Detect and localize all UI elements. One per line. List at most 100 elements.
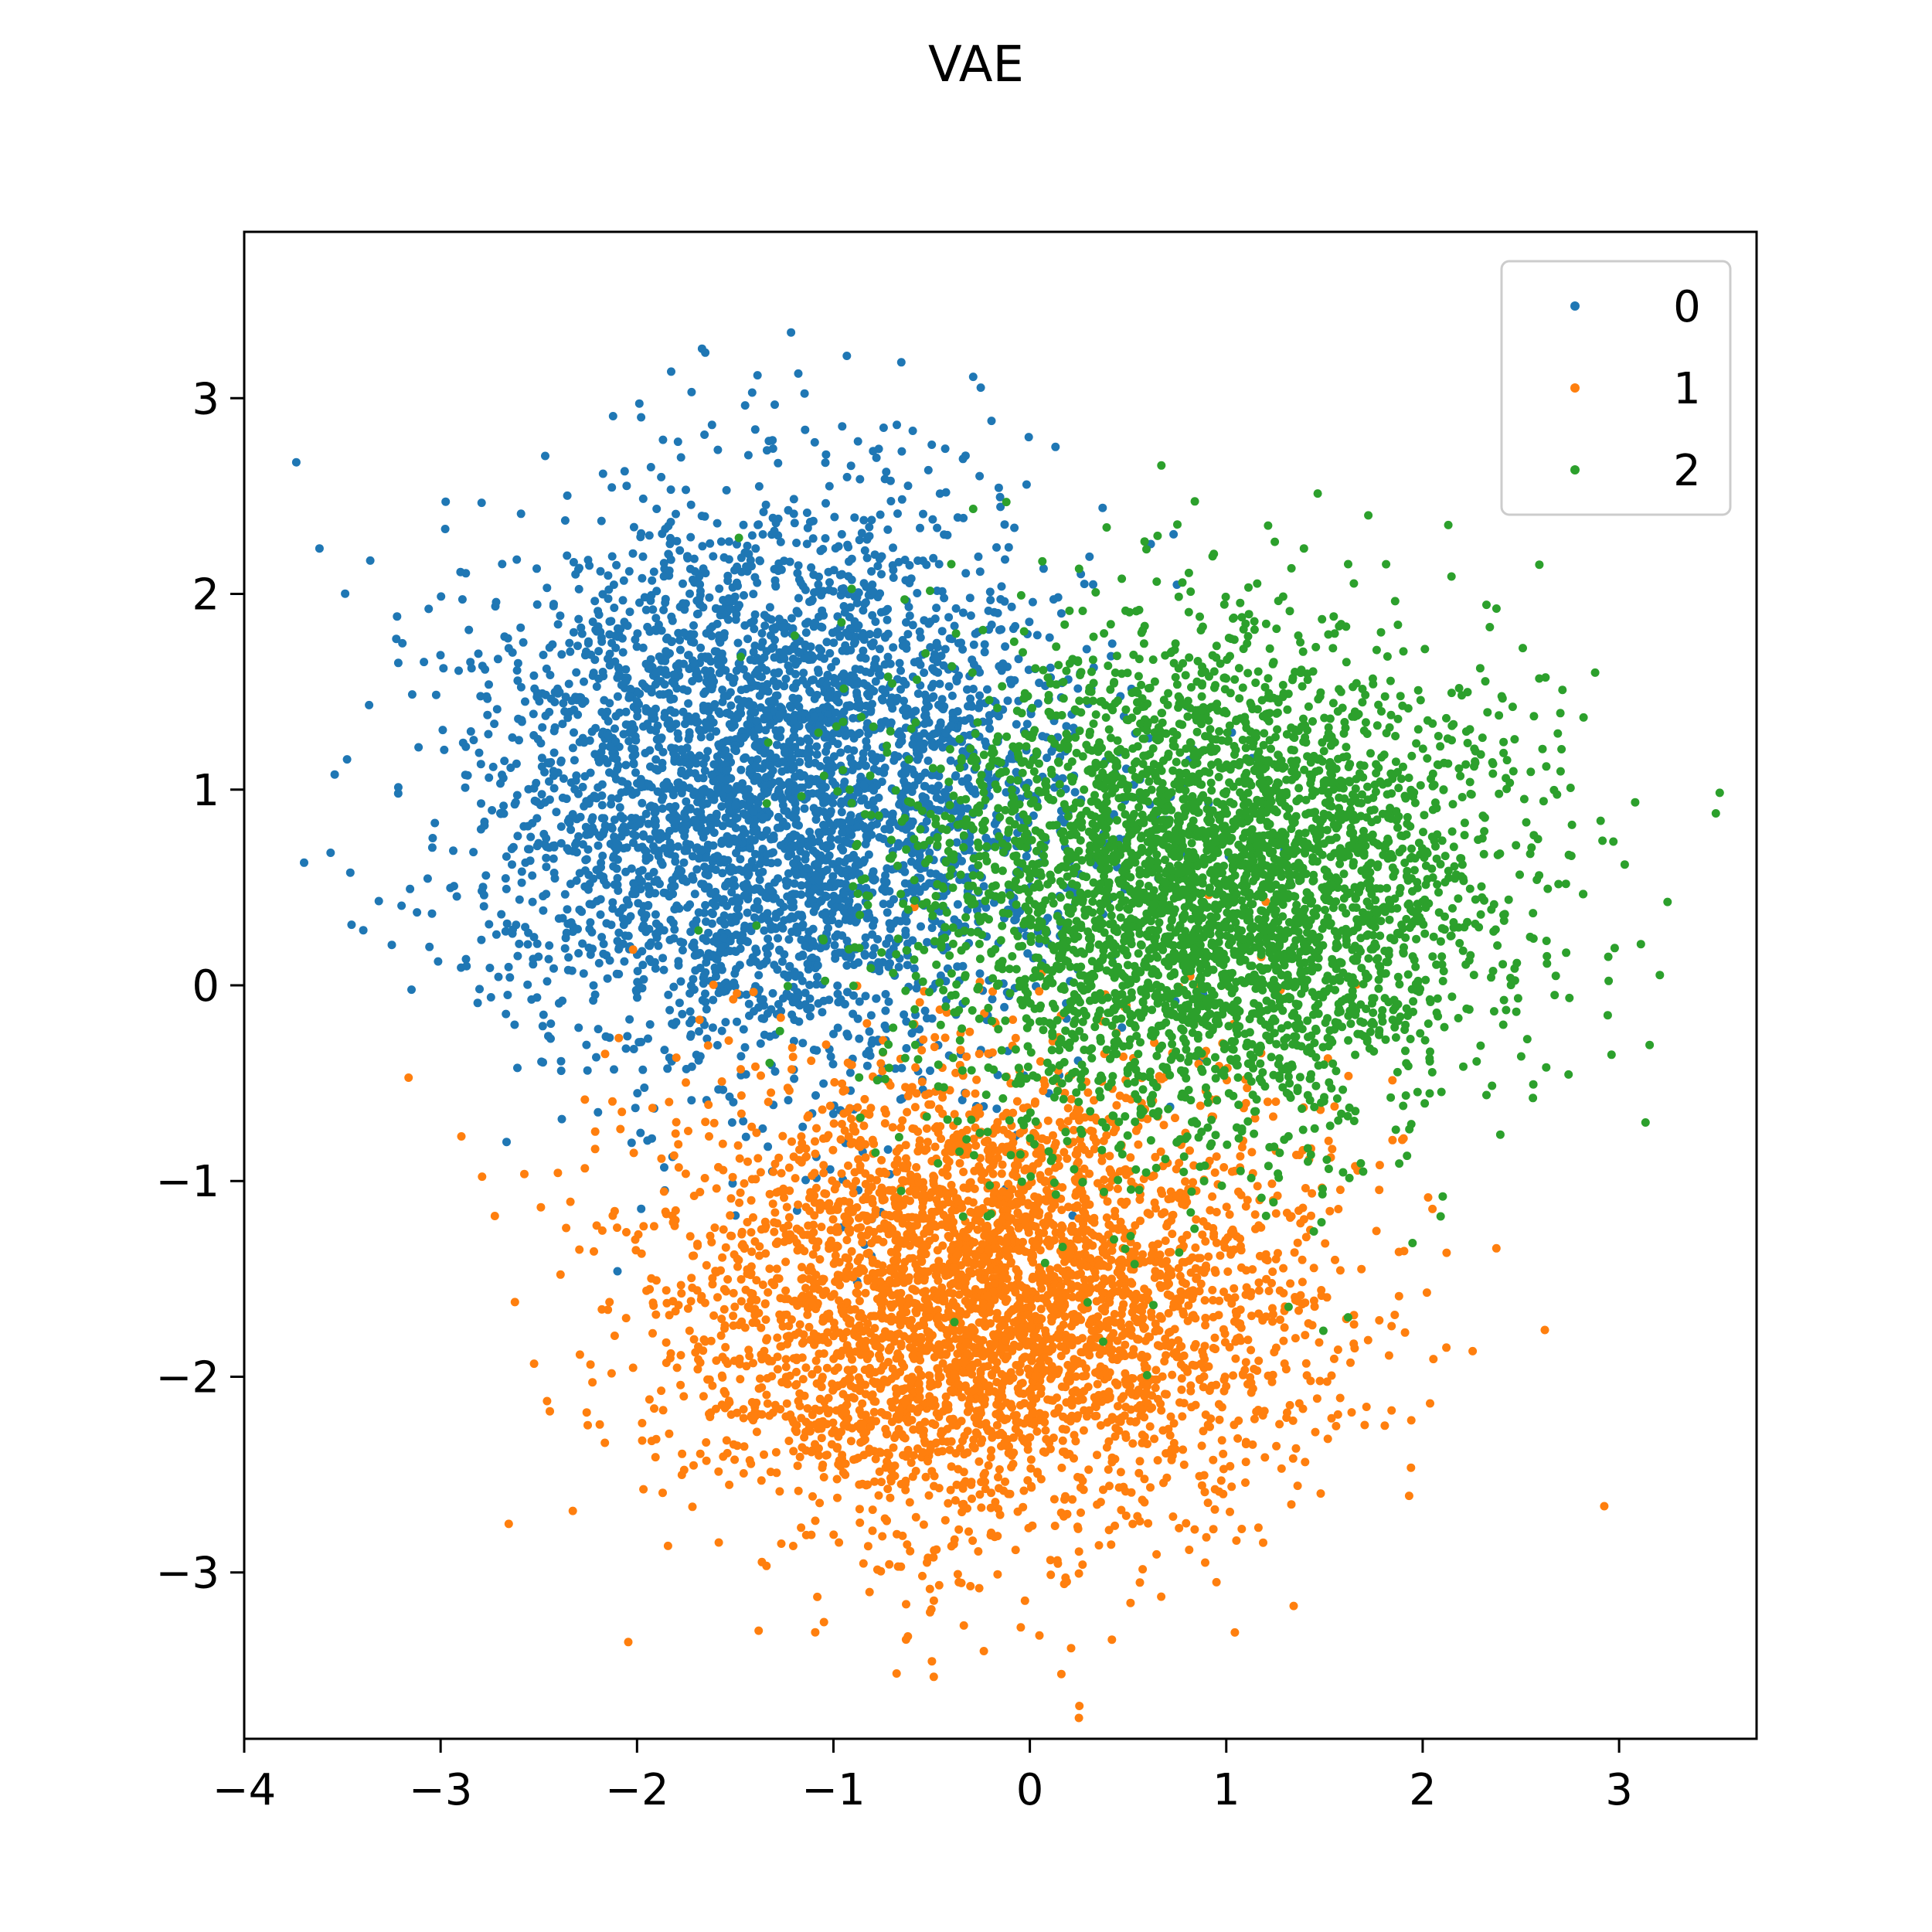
point-series-0 — [862, 832, 871, 841]
point-series-0 — [804, 743, 814, 753]
point-series-1 — [930, 1032, 940, 1042]
point-series-0 — [868, 699, 876, 709]
point-series-0 — [929, 553, 938, 563]
point-series-0 — [542, 834, 551, 843]
point-series-0 — [742, 562, 751, 571]
point-series-0 — [597, 862, 605, 872]
point-series-0 — [727, 863, 736, 872]
point-series-0 — [733, 581, 742, 590]
point-series-0 — [864, 908, 873, 917]
point-series-0 — [700, 862, 709, 872]
point-series-1 — [792, 1224, 801, 1233]
point-series-0 — [566, 825, 576, 835]
point-series-0 — [574, 832, 583, 841]
point-series-0 — [782, 821, 791, 831]
point-series-0 — [906, 857, 916, 866]
point-series-0 — [755, 869, 764, 878]
point-series-0 — [1046, 663, 1055, 672]
point-series-0 — [330, 770, 339, 779]
point-series-0 — [830, 512, 839, 522]
point-series-0 — [764, 1142, 773, 1151]
point-series-0 — [883, 864, 892, 873]
point-series-0 — [805, 828, 815, 836]
point-series-0 — [927, 1014, 937, 1023]
point-series-0 — [812, 980, 821, 989]
point-series-0 — [905, 561, 914, 570]
point-series-0 — [657, 472, 666, 481]
point-series-1 — [1083, 1088, 1093, 1097]
point-series-0 — [686, 532, 696, 542]
point-series-1 — [808, 1171, 817, 1180]
point-series-0 — [661, 656, 670, 665]
point-series-0 — [1038, 732, 1047, 741]
point-series-0 — [727, 1118, 736, 1127]
point-series-0 — [513, 676, 522, 685]
point-series-0 — [788, 813, 798, 822]
point-series-0 — [580, 738, 589, 747]
point-series-0 — [529, 731, 539, 740]
point-series-0 — [804, 760, 814, 768]
point-series-0 — [532, 842, 542, 851]
point-series-0 — [545, 941, 554, 950]
point-series-0 — [900, 777, 909, 786]
point-series-0 — [589, 981, 598, 990]
point-series-0 — [668, 919, 678, 928]
point-series-0 — [512, 666, 522, 675]
point-series-0 — [872, 819, 881, 828]
point-series-0 — [770, 526, 779, 536]
point-series-0 — [648, 605, 658, 614]
point-series-0 — [597, 516, 606, 526]
point-series-0 — [770, 576, 780, 585]
point-series-0 — [937, 695, 947, 704]
point-series-0 — [558, 996, 567, 1005]
point-series-0 — [881, 1006, 890, 1015]
point-series-0 — [501, 874, 510, 883]
point-series-1 — [1259, 1538, 1267, 1547]
point-series-0 — [622, 481, 631, 491]
point-series-0 — [644, 872, 653, 881]
point-series-0 — [893, 842, 903, 851]
point-series-0 — [690, 889, 699, 899]
point-series-0 — [648, 576, 657, 585]
point-series-0 — [692, 1050, 701, 1060]
point-series-0 — [838, 422, 847, 431]
point-series-0 — [561, 934, 570, 943]
point-series-0 — [760, 621, 770, 631]
point-series-0 — [693, 609, 702, 618]
point-series-0 — [544, 1032, 553, 1041]
point-series-0 — [903, 961, 912, 970]
point-series-0 — [678, 946, 687, 955]
point-series-0 — [784, 935, 794, 944]
point-series-0 — [714, 988, 723, 998]
point-series-0 — [895, 740, 903, 749]
point-series-0 — [703, 747, 713, 756]
point-series-1 — [1406, 1416, 1416, 1425]
point-series-0 — [701, 718, 710, 727]
point-series-0 — [734, 784, 743, 794]
point-series-0 — [821, 882, 830, 891]
point-series-1 — [457, 1132, 466, 1141]
point-series-0 — [594, 647, 604, 656]
point-series-0 — [733, 539, 741, 549]
point-series-0 — [853, 679, 862, 689]
point-series-0 — [1082, 645, 1091, 654]
point-series-0 — [883, 652, 893, 662]
point-series-0 — [920, 616, 929, 625]
point-series-0 — [365, 700, 374, 709]
point-series-0 — [752, 742, 761, 751]
point-series-0 — [842, 352, 852, 360]
point-series-0 — [804, 780, 813, 789]
point-series-0 — [950, 621, 959, 631]
point-series-0 — [747, 677, 756, 686]
point-series-1 — [992, 1420, 1002, 1430]
point-series-0 — [845, 701, 854, 710]
point-series-0 — [966, 694, 975, 703]
point-series-0 — [819, 808, 828, 816]
point-series-0 — [743, 937, 752, 947]
point-series-0 — [607, 822, 616, 832]
point-series-0 — [763, 787, 772, 797]
point-series-0 — [644, 819, 653, 828]
point-series-0 — [1098, 503, 1107, 512]
point-series-0 — [828, 628, 837, 638]
point-series-0 — [677, 745, 685, 754]
